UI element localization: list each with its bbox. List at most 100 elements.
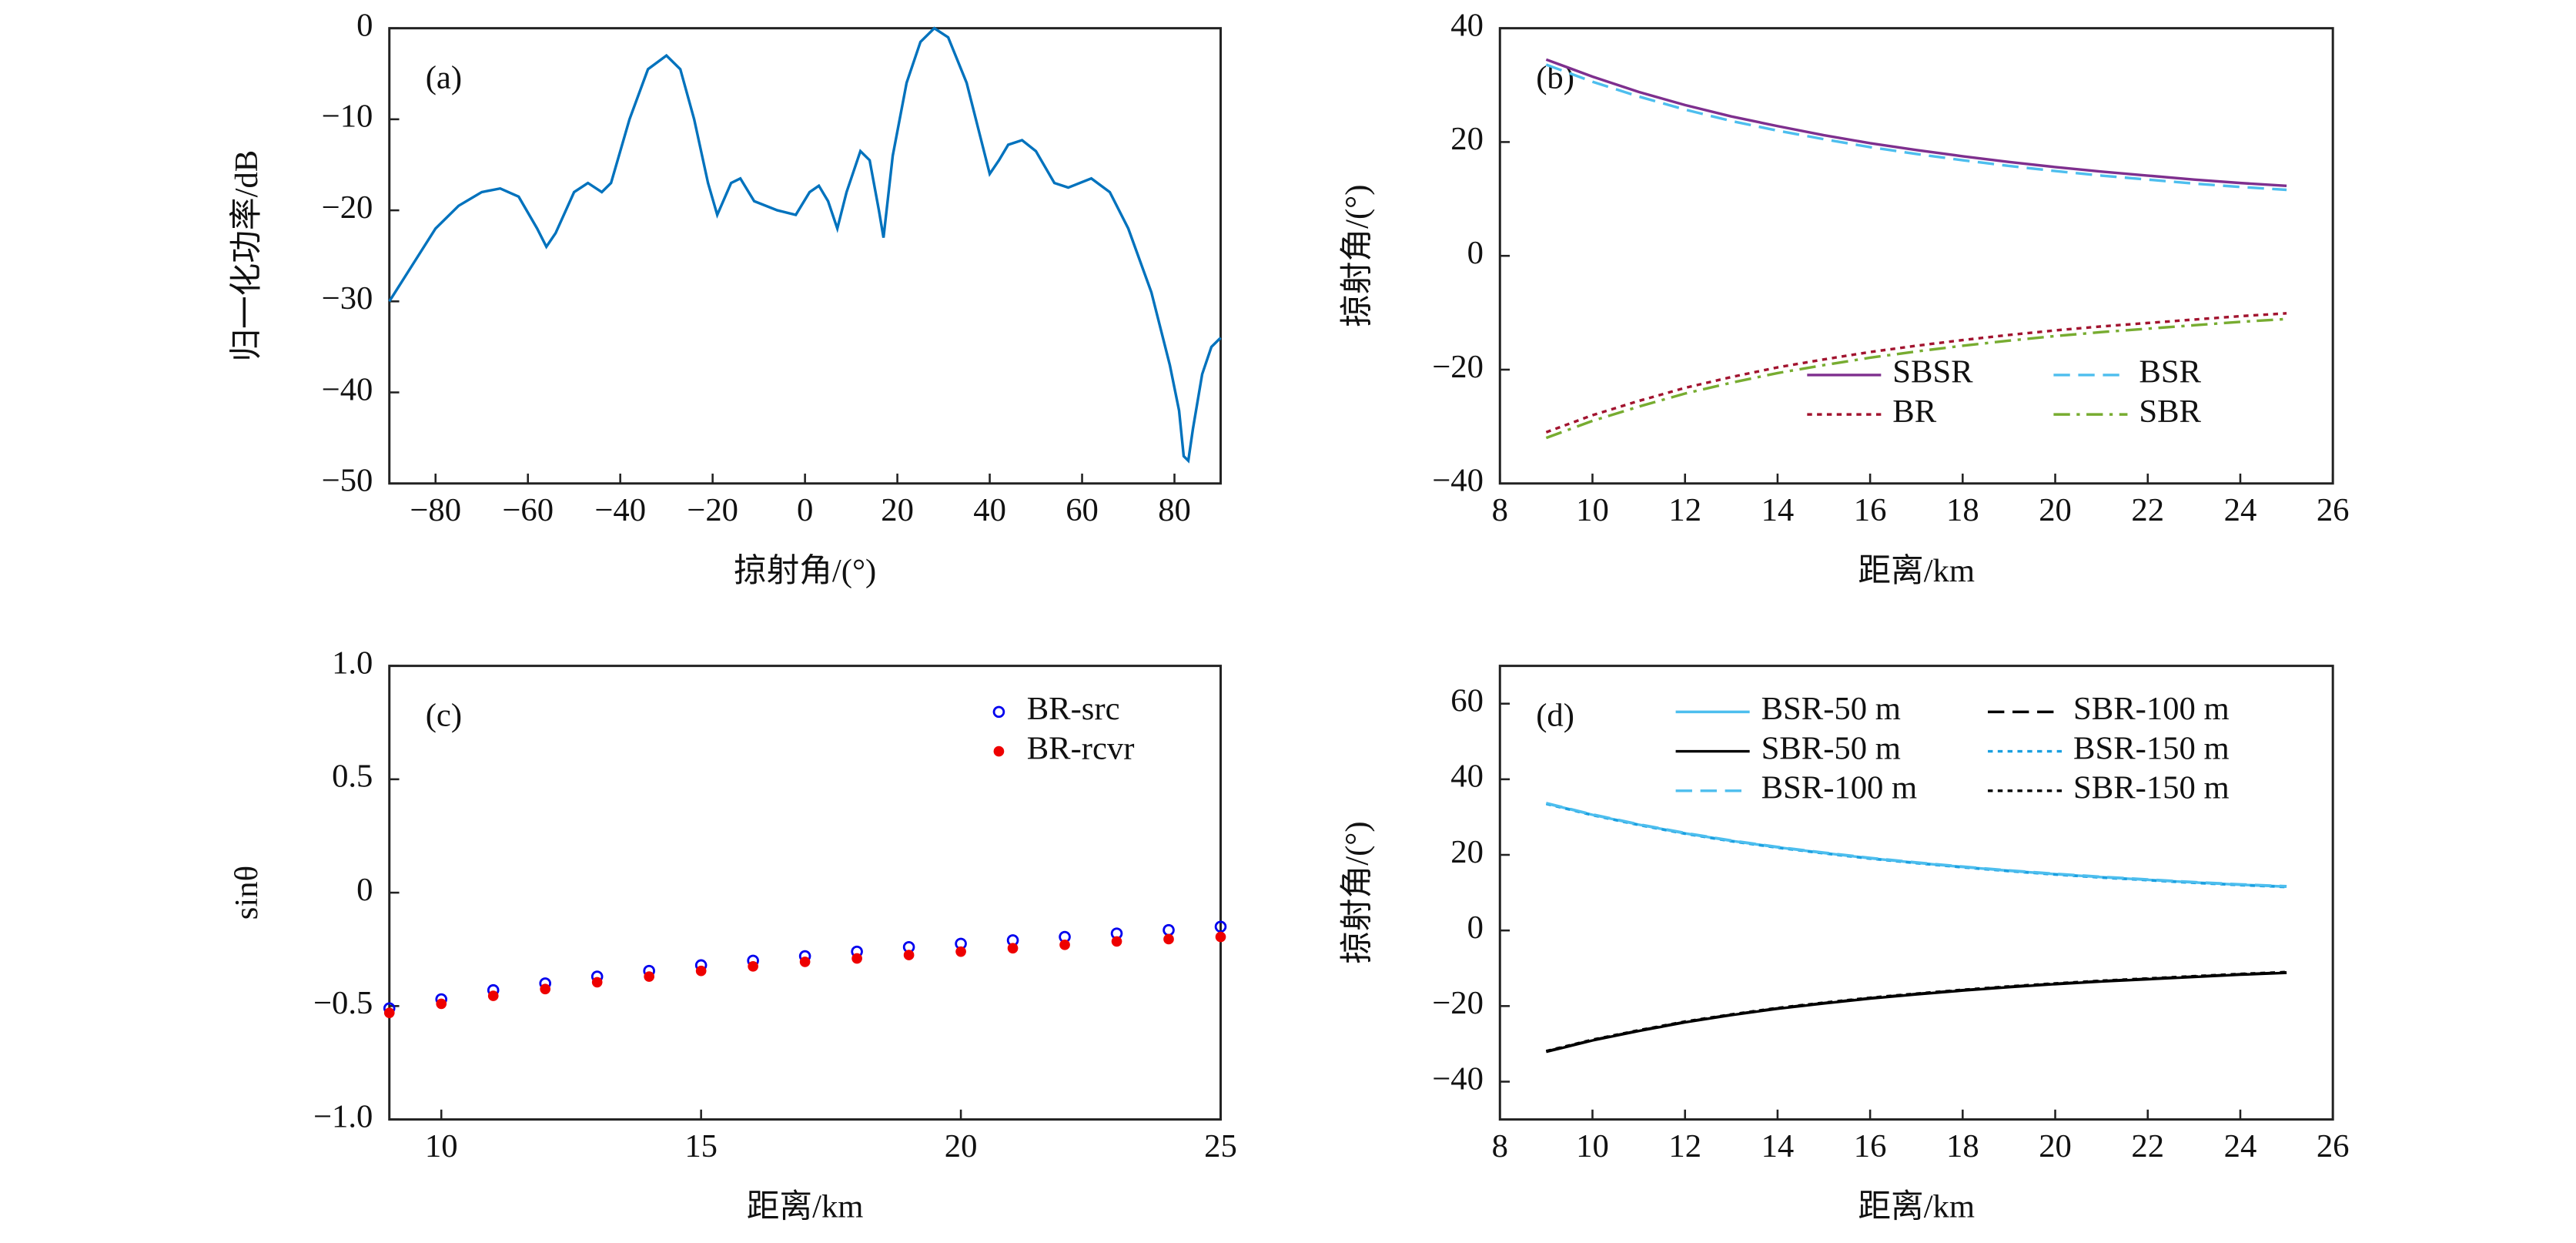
y-tick-label: −0.5	[313, 985, 373, 1021]
x-tick-label: 24	[2224, 1128, 2257, 1164]
x-tick-label: 18	[1946, 1128, 1979, 1164]
y-axis-label: sinθ	[229, 866, 265, 920]
x-tick-label: −60	[502, 492, 554, 528]
y-tick-label: 0	[356, 872, 373, 908]
scatter-point	[540, 983, 551, 995]
x-tick-label: 12	[1668, 1128, 1701, 1164]
panel-label: (d)	[1536, 698, 1574, 734]
y-tick-label: 20	[1450, 834, 1484, 870]
data-line	[388, 26, 1222, 464]
x-tick-label: 20	[2039, 492, 2072, 528]
x-tick-label: 12	[1668, 492, 1701, 528]
legend-label: BR-rcvr	[1027, 730, 1135, 766]
legend-label: BSR	[2139, 354, 2201, 390]
scatter-point	[1059, 940, 1070, 950]
y-tick-label: 40	[1450, 759, 1484, 795]
x-tick-label: 14	[1761, 1128, 1795, 1164]
legend-label: BSR-150 m	[2073, 730, 2230, 766]
scatter-point	[851, 953, 862, 964]
y-tick-label: 0.5	[332, 759, 373, 795]
legend-label: SBR-50 m	[1761, 730, 1901, 766]
x-axis-label: 距离/km	[1858, 552, 1975, 589]
x-tick-label: 16	[1854, 492, 1887, 528]
y-tick-label: −50	[322, 463, 373, 499]
scatter-point	[1163, 923, 1175, 936]
y-tick-label: −20	[1432, 985, 1484, 1021]
x-tick-label: 20	[881, 492, 914, 528]
legend-label: SBSR	[1892, 354, 1973, 390]
data-line	[1545, 63, 2287, 192]
y-tick-label: 0	[356, 7, 373, 43]
scatter-point	[1215, 931, 1226, 943]
data-line	[1545, 970, 2287, 1053]
x-axis-label: 距离/km	[1858, 1188, 1975, 1225]
x-tick-label: 20	[945, 1128, 978, 1164]
panel-label: (b)	[1536, 60, 1574, 96]
x-tick-label: 8	[1492, 492, 1508, 528]
scatter-point	[383, 1007, 395, 1019]
y-tick-label: −40	[1432, 463, 1484, 499]
plot-frame	[1498, 665, 2334, 1121]
scatter-point	[644, 971, 654, 982]
data-line	[1545, 970, 2287, 1053]
x-tick-label: 18	[1946, 492, 1979, 528]
y-tick-label: −20	[322, 189, 373, 226]
x-tick-label: 15	[684, 1128, 718, 1164]
x-tick-label: 10	[1576, 492, 1609, 528]
data-line	[1545, 971, 2287, 1054]
y-tick-label: 60	[1450, 682, 1484, 719]
legend-marker	[993, 745, 1005, 757]
x-tick-label: 40	[973, 492, 1006, 528]
legend-label: BR-src	[1027, 691, 1120, 727]
scatter-point	[799, 957, 811, 967]
legend-label: BSR-100 m	[1761, 770, 1918, 806]
y-axis-label: 归一化功率/dB	[228, 150, 265, 362]
x-tick-label: −80	[410, 492, 461, 528]
scatter-point	[1214, 920, 1227, 933]
data-line	[1545, 317, 2287, 440]
x-tick-label: 26	[2317, 1128, 2350, 1164]
data-line	[1545, 58, 2287, 188]
y-tick-label: 0	[1467, 910, 1484, 946]
y-tick-label: 20	[1450, 121, 1484, 157]
y-tick-label: −30	[322, 280, 373, 317]
scatter-point	[748, 960, 758, 972]
x-tick-label: 0	[797, 492, 813, 528]
y-tick-label: 1.0	[332, 645, 373, 681]
y-tick-label: 0	[1467, 235, 1484, 271]
x-tick-label: 60	[1066, 492, 1099, 528]
legend-label: BSR-50 m	[1761, 691, 1901, 727]
data-line	[1545, 802, 2287, 888]
x-tick-label: 22	[2131, 1128, 2164, 1164]
y-tick-label: −10	[322, 99, 373, 135]
x-tick-label: 14	[1761, 492, 1795, 528]
x-tick-label: −40	[594, 492, 646, 528]
data-line	[1545, 802, 2287, 889]
y-tick-label: −20	[1432, 349, 1484, 385]
y-axis-label: 掠射角/(°)	[1340, 185, 1376, 327]
scatter-point	[955, 946, 966, 957]
scatter-point	[1111, 936, 1122, 947]
x-tick-label: 20	[2039, 1128, 2072, 1164]
y-axis-label: 掠射角/(°)	[1340, 821, 1376, 963]
scatter-point	[1163, 933, 1174, 945]
x-tick-label: 24	[2224, 492, 2257, 528]
x-tick-label: −20	[687, 492, 738, 528]
y-tick-label: −40	[1432, 1060, 1484, 1097]
y-tick-label: −40	[322, 371, 373, 407]
scatter-point	[695, 965, 707, 977]
legend-label: BR	[1892, 394, 1936, 430]
plot-frame	[388, 27, 1223, 485]
x-tick-label: 80	[1158, 492, 1191, 528]
panel-label: (c)	[426, 698, 462, 734]
legend-label: SBR-100 m	[2073, 691, 2230, 727]
scatter-point	[487, 990, 499, 1001]
x-tick-label: 25	[1204, 1128, 1237, 1164]
scatter-point	[903, 950, 915, 960]
legend-label: SBR-150 m	[2073, 770, 2230, 806]
x-axis-label: 掠射角/(°)	[734, 553, 876, 589]
x-tick-label: 22	[2131, 492, 2164, 528]
y-tick-label: −1.0	[313, 1098, 373, 1134]
x-tick-label: 16	[1854, 1128, 1887, 1164]
